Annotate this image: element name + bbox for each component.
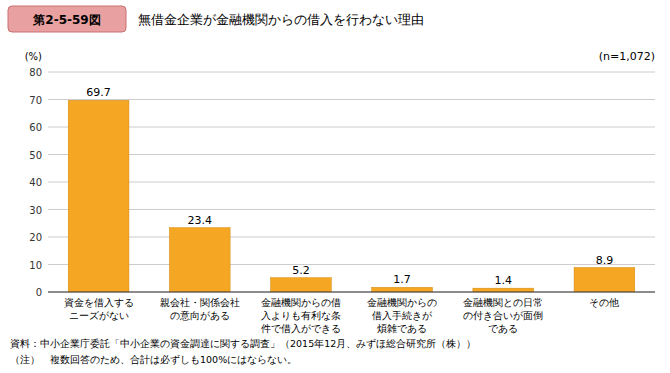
x-tick-label-line: ニーズがない — [69, 310, 129, 321]
x-tick-label: 金融機関からの借入手続きが煩雑である — [367, 297, 437, 334]
bar — [574, 268, 635, 292]
y-tick-label: 60 — [29, 122, 42, 133]
x-tick-label: 金融機関との日常の付き合いが面倒である — [463, 297, 543, 334]
grid-line — [48, 127, 655, 128]
data-label: 1.7 — [393, 273, 411, 286]
y-tick-label: 20 — [29, 232, 42, 243]
footnote: 資料：中小企業庁委託「中小企業の資金調達に関する調査」（2015年12月、みずほ… — [10, 338, 476, 350]
x-tick-labels: 資金を借入するニーズがない親会社・関係会社の意向がある金融機関からの借入よりも有… — [64, 297, 620, 334]
bar — [473, 288, 534, 292]
title-box-text: 第2-5-59図 — [32, 13, 100, 27]
x-tick-label-line: その他 — [589, 297, 619, 308]
data-label: 1.4 — [495, 274, 513, 287]
x-tick-label-line: 親会社・関係会社 — [160, 297, 240, 308]
y-tick-label: 70 — [29, 95, 42, 106]
x-tick-label-line: 入よりも有利な条 — [261, 310, 341, 321]
x-tick-label-line: 資金を借入する — [64, 297, 134, 308]
x-axis-line — [48, 292, 655, 293]
grid-line — [48, 182, 655, 183]
bar — [271, 278, 332, 292]
bar — [372, 287, 433, 292]
y-tick-label: 10 — [29, 260, 42, 271]
data-label: 23.4 — [188, 214, 213, 227]
x-tick-label: 金融機関からの借入よりも有利な条件で借入ができる — [261, 297, 341, 334]
data-label: 5.2 — [292, 264, 310, 277]
data-labels: 69.7 23.4 5.2 1.7 1.4 8.9 — [86, 86, 613, 287]
x-tick-label-line: の意向がある — [170, 310, 230, 321]
bars — [68, 100, 635, 292]
grid-line — [48, 264, 655, 265]
x-tick-label-line: 煩雑である — [377, 323, 427, 334]
x-tick-label: 親会社・関係会社の意向がある — [160, 297, 240, 321]
x-tick-label: 資金を借入するニーズがない — [64, 297, 134, 321]
x-tick-label: その他 — [589, 297, 619, 308]
x-tick-label-line: の付き合いが面倒 — [463, 310, 543, 321]
x-tick-label-line: 金融機関からの — [367, 297, 437, 308]
x-tick-label-line: である — [488, 323, 518, 334]
grid-line — [48, 292, 655, 293]
grid — [48, 72, 655, 292]
y-tick-label: 0 — [36, 287, 42, 298]
bar — [169, 228, 230, 292]
grid-line — [48, 72, 655, 73]
data-label: 8.9 — [596, 254, 614, 267]
grid-line — [48, 209, 655, 210]
title-box: 第2-5-59図 — [8, 6, 126, 32]
bar — [68, 100, 129, 292]
x-tick-label-line: 金融機関からの借 — [261, 297, 341, 308]
y-tick-label: 50 — [29, 150, 42, 161]
footnote: （注） 複数回答のため、合計は必ずしも100%にはならない。 — [10, 354, 297, 366]
grid-line — [48, 237, 655, 238]
title: 無借金企業が金融機関からの借入を行わない理由 — [138, 12, 424, 27]
x-tick-label-line: 件で借入ができる — [261, 323, 341, 334]
grid-line — [48, 154, 655, 155]
chart: 第2-5-59図 無借金企業が金融機関からの借入を行わない理由 0 10 20 30 40 5… — [0, 0, 670, 373]
title-box-bg — [8, 6, 126, 32]
n-label: (n=1,072) — [599, 50, 655, 63]
y-tick-label: 30 — [29, 205, 42, 216]
x-tick-label-line: 借入手続きが — [372, 310, 433, 321]
data-label: 69.7 — [86, 86, 111, 99]
y-tick-label: 40 — [29, 177, 42, 188]
x-tick-label-line: 金融機関との日常 — [463, 297, 543, 308]
y-axis-label: (%) — [25, 51, 42, 62]
grid-line — [48, 99, 655, 100]
y-tick-label: 80 — [29, 67, 42, 78]
